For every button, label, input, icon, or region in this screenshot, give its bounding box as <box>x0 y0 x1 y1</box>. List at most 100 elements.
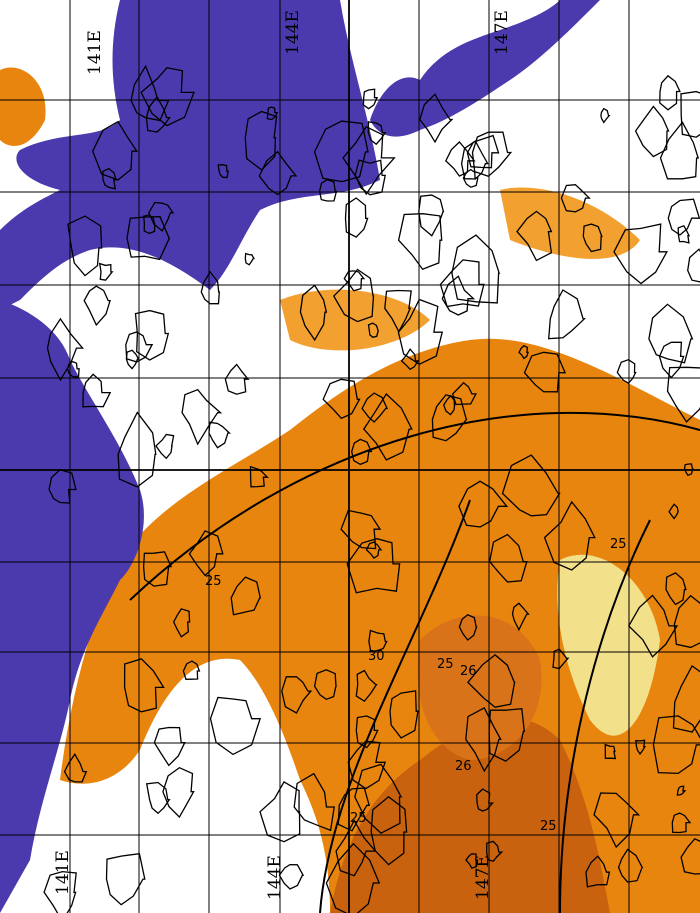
isotherm <box>318 178 338 202</box>
isotherm <box>451 381 477 406</box>
isotherm <box>458 480 509 528</box>
isotherm <box>209 696 261 756</box>
isotherm <box>397 213 443 270</box>
isotherm <box>400 348 420 371</box>
isotherm <box>224 363 250 395</box>
isotherm <box>134 309 170 361</box>
isotherm <box>343 270 366 292</box>
isotherm <box>559 519 651 913</box>
isotherm <box>488 707 526 762</box>
isotherm <box>351 438 373 466</box>
isotherm <box>368 629 388 653</box>
isotherm <box>153 726 186 767</box>
isotherm <box>91 120 139 181</box>
contour-label: 26 <box>455 759 472 774</box>
isotherm <box>293 772 335 832</box>
isotherm <box>431 394 468 442</box>
isotherm <box>249 465 269 488</box>
isotherm-contours <box>43 64 700 913</box>
isotherm <box>680 837 700 875</box>
isotherm <box>63 752 88 783</box>
isotherm <box>458 614 478 641</box>
isotherm <box>172 608 191 638</box>
isotherm <box>672 665 700 733</box>
isotherm <box>347 740 387 790</box>
isotherm <box>666 366 700 423</box>
isotherm <box>340 509 382 550</box>
isotherm <box>462 168 479 188</box>
isotherm <box>200 270 220 305</box>
isotherm <box>658 341 685 379</box>
isotherm <box>98 262 114 281</box>
warm-mid-region <box>417 615 542 760</box>
isotherm <box>46 317 84 382</box>
lon-label-bottom-147e: 147E <box>473 855 493 900</box>
isotherm <box>365 541 383 559</box>
isotherm <box>266 106 279 121</box>
isotherm <box>659 74 681 111</box>
isotherm <box>418 194 445 237</box>
isotherm <box>616 358 637 385</box>
isotherm <box>370 795 408 866</box>
longitude-labels-top: 141E 144E 147E <box>85 10 512 75</box>
isotherm <box>516 210 553 262</box>
contour-label: 25 <box>610 537 627 552</box>
isotherm <box>465 853 479 869</box>
isotherm <box>648 303 694 364</box>
isotherm <box>259 781 301 843</box>
isotherm <box>523 351 567 393</box>
isotherm <box>389 690 419 739</box>
isotherm <box>582 223 603 253</box>
isotherm <box>354 763 403 834</box>
isotherm <box>652 715 700 775</box>
isotherm <box>130 64 170 122</box>
isotherm <box>217 164 229 179</box>
contour-labels: 25 25 25 25 26 26 30 25 <box>205 537 627 834</box>
isotherm <box>322 378 361 420</box>
isotherm <box>123 658 165 713</box>
isotherm <box>593 792 641 849</box>
isotherm <box>313 120 369 183</box>
isotherm <box>117 411 157 488</box>
contour-label: 30 <box>368 649 385 664</box>
isotherm <box>585 855 611 888</box>
warm-dark-region <box>330 718 610 913</box>
lon-label-top-147e: 147E <box>492 10 512 55</box>
isotherm <box>346 538 401 594</box>
isotherm <box>354 159 386 196</box>
isotherm <box>361 392 389 423</box>
isotherm <box>547 289 587 340</box>
isotherm <box>676 785 687 796</box>
lon-label-bottom-144e: 144E <box>265 855 285 900</box>
isotherm <box>687 248 700 283</box>
isotherm <box>439 259 485 308</box>
isotherm <box>442 394 456 416</box>
isotherm <box>451 234 501 304</box>
isotherm <box>460 140 489 180</box>
landmass-west-coast <box>0 300 144 913</box>
isotherm <box>105 852 146 906</box>
isotherm <box>325 842 381 913</box>
isotherm <box>335 819 377 877</box>
isotherm <box>43 870 77 913</box>
isotherm <box>419 93 454 144</box>
isotherm <box>518 344 530 360</box>
isotherm <box>465 707 502 773</box>
isotherm <box>244 110 278 171</box>
isotherm <box>319 499 471 913</box>
isotherm <box>665 572 687 606</box>
isotherm <box>143 214 156 235</box>
isotherm <box>668 503 679 520</box>
isotherm <box>486 840 504 862</box>
isotherm <box>208 421 232 449</box>
isotherm <box>600 107 611 124</box>
isotherm <box>683 463 694 477</box>
isotherm <box>617 848 644 883</box>
lon-label-top-141e: 141E <box>85 30 105 75</box>
isotherm <box>673 594 700 649</box>
isotherm <box>281 676 313 714</box>
isotherm <box>667 198 700 236</box>
lon-label-top-144e: 144E <box>283 10 303 55</box>
isotherm <box>313 669 337 701</box>
